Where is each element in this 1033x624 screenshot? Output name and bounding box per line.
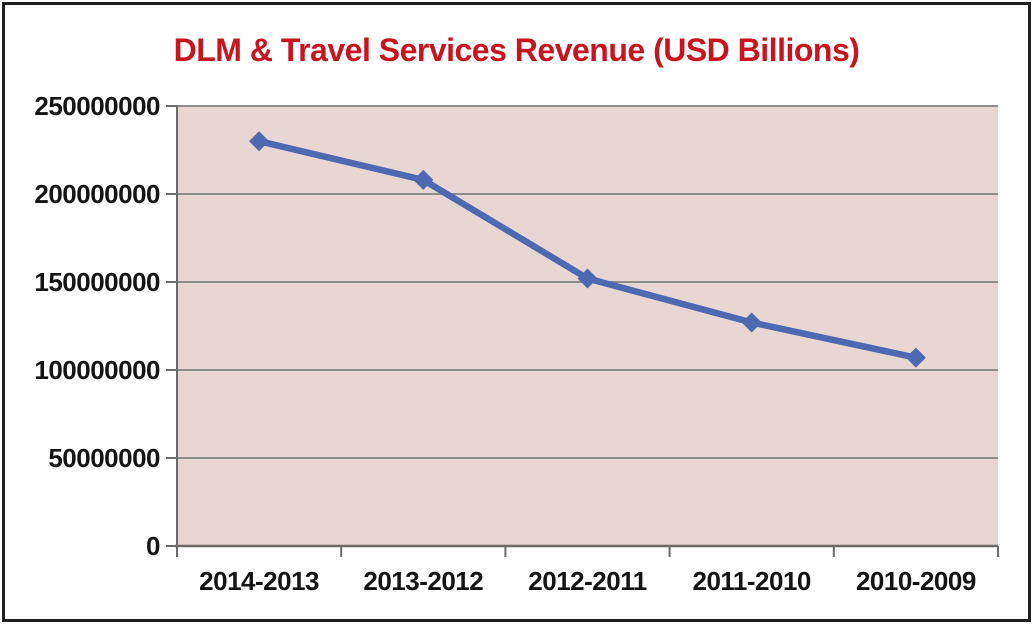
y-tick-label: 50000000 <box>48 443 160 473</box>
chart-title: DLM & Travel Services Revenue (USD Billi… <box>173 32 860 68</box>
plot-area <box>177 106 998 546</box>
data-point-marker <box>577 268 598 289</box>
y-tick-label: 250000000 <box>34 91 160 121</box>
x-tick-label: 2012-2011 <box>528 566 646 596</box>
x-tick-label: 2014-2013 <box>199 566 319 596</box>
data-point-marker <box>413 169 434 190</box>
data-point-marker <box>741 312 762 333</box>
x-tick-label: 2010-2009 <box>856 566 976 596</box>
y-tick-label: 0 <box>146 531 160 561</box>
data-point-marker <box>905 347 926 368</box>
x-tick-label: 2011-2010 <box>692 566 810 596</box>
data-point-marker <box>249 131 270 152</box>
y-tick-label: 100000000 <box>34 355 160 385</box>
y-tick-label: 150000000 <box>34 267 160 297</box>
x-tick-label: 2013-2012 <box>363 566 483 596</box>
y-tick-label: 200000000 <box>34 179 160 209</box>
